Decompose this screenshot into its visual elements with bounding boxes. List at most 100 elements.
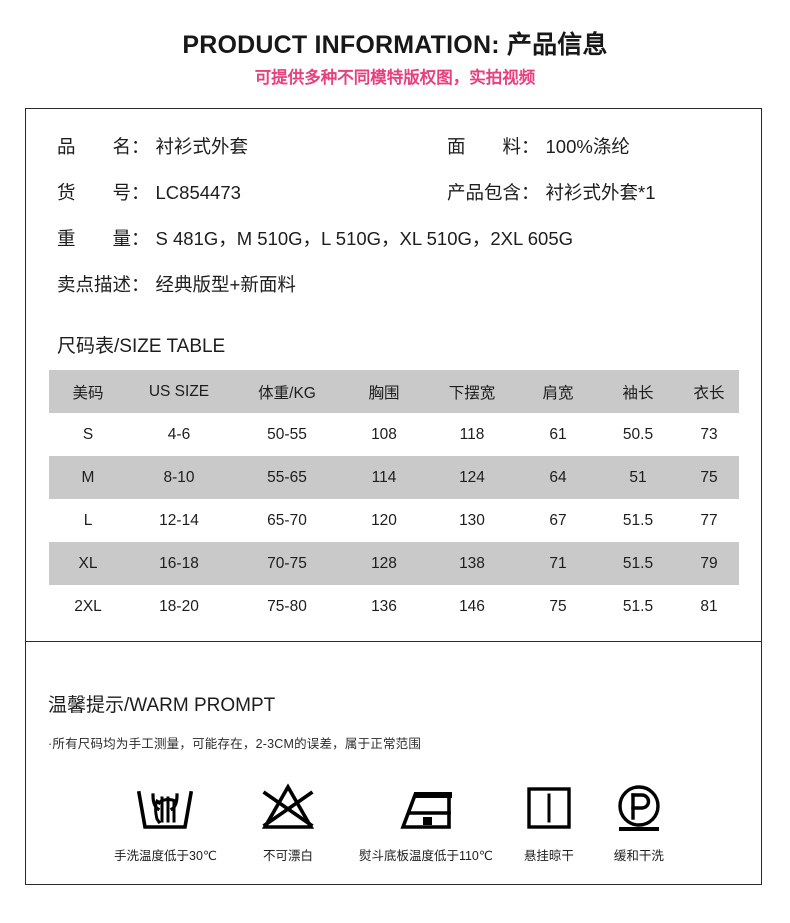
table-cell: S [82,425,94,443]
table-cell: M [81,468,95,486]
gentle-dry-clean-icon [611,780,667,836]
table-cell: 79 [700,554,718,572]
care-label: 熨斗底板温度低于110℃ [358,849,493,863]
table-cell: 81 [700,597,718,615]
info-cell-package-contents: 产品包含： 衬衫式外套*1 [447,179,656,205]
table-cell: 67 [549,511,567,529]
info-cell-weight: 重 量： S 481G，M 510G，L 510G，XL 510G，2XL 60… [57,225,573,251]
table-cell: 146 [459,597,485,615]
table-row: L 12-14 65-70 120 130 67 51.5 77 [49,499,739,542]
info-label: 品 名： [57,136,150,157]
table-cell: 70-75 [267,554,307,572]
product-info-block: 品 名： 衬衫式外套 面 料： 100%涤纶 货 号： LC854473 产品包… [26,109,761,317]
table-cell: 55-65 [267,468,307,486]
table-cell: 51.5 [622,511,654,529]
page-subtitle: 可提供多种不同模特版权图，实拍视频 [254,69,536,87]
table-cell: 16-18 [159,554,199,572]
table-cell: 65-70 [267,511,307,529]
info-row: 货 号： LC854473 产品包含： 衬衫式外套*1 [26,179,761,225]
table-cell: 2XL [74,597,102,615]
table-cell: 136 [371,597,397,615]
info-label: 重 量： [57,228,150,249]
info-label: 卖点描述： [57,274,150,295]
table-cell: L [83,511,93,529]
table-cell: 12-14 [159,511,199,529]
table-cell: 128 [371,554,397,572]
table-cell: 120 [371,511,397,529]
size-table-head: 美码 US SIZE 体重/KG 胸围 下摆宽 肩宽 袖长 衣长 [49,370,739,413]
table-cell: 64 [549,468,567,486]
table-cell: 124 [459,468,485,486]
care-label: 手洗温度低于30℃ [114,849,217,863]
care-label: 悬挂晾干 [523,849,574,863]
info-value: 衬衫式外套 [155,136,249,157]
size-table-heading: 尺码表/SIZE TABLE [57,336,226,357]
table-cell: 18-20 [159,597,199,615]
care-item-do-not-bleach: 不可漂白 [259,780,317,864]
info-value: 经典版型+新面料 [155,274,296,295]
table-row: S 4-6 50-55 108 118 61 50.5 73 [49,413,739,456]
column-header-bust: 胸围 [368,384,400,402]
page-header: PRODUCT INFORMATION: 产品信息 可提供多种不同模特版权图，实… [0,0,790,89]
info-row: 品 名： 衬衫式外套 面 料： 100%涤纶 [26,133,761,179]
care-label: 缓和干洗 [613,849,664,863]
product-detail-panel: 品 名： 衬衫式外套 面 料： 100%涤纶 货 号： LC854473 产品包… [25,108,762,885]
info-label: 货 号： [57,182,150,203]
care-item-hand-wash: 手洗温度低于30℃ [114,780,217,864]
column-header-sleeve-length: 袖长 [622,384,654,402]
line-dry-icon [523,780,575,836]
table-cell: 8-10 [163,468,195,486]
table-cell: 114 [371,468,397,486]
table-cell: 50.5 [622,425,654,443]
warm-prompt-title: 温馨提示/WARM PROMPT [48,695,276,716]
table-cell: 51.5 [622,554,654,572]
column-header-us-size: US SIZE [148,382,210,400]
care-item-iron-low-temp: 熨斗底板温度低于110℃ [359,780,493,864]
info-cell-item-number: 货 号： LC854473 [57,179,447,205]
table-cell: 138 [459,554,485,572]
info-label: 面 料： [447,136,540,157]
table-cell: 71 [549,554,567,572]
info-cell-material: 面 料： 100%涤纶 [447,133,630,159]
info-cell-name: 品 名： 衬衫式外套 [57,133,447,159]
table-cell: 118 [459,425,485,443]
warm-prompt-note: ·所有尺码均为手工测量，可能存在，2-3CM的误差，属于正常范围 [48,737,422,751]
size-table-body: S 4-6 50-55 108 118 61 50.5 73 M 8-10 55… [49,413,739,628]
page-title: PRODUCT INFORMATION: 产品信息 [182,31,608,59]
table-cell: 77 [700,511,718,529]
care-item-line-dry: 悬挂晾干 [523,780,575,864]
info-row: 卖点描述： 经典版型+新面料 [26,271,761,317]
table-cell: 51.5 [622,597,654,615]
section-divider [26,641,761,642]
info-cell-selling-point: 卖点描述： 经典版型+新面料 [57,271,296,297]
table-cell: XL [78,554,98,572]
table-cell: 50-55 [267,425,307,443]
table-cell: 108 [371,425,397,443]
column-header-garment-length: 衣长 [693,384,725,402]
table-row: XL 16-18 70-75 128 138 71 51.5 79 [49,542,739,585]
column-header-weight: 体重/KG [258,384,316,402]
size-table: 美码 US SIZE 体重/KG 胸围 下摆宽 肩宽 袖长 衣长 S 4-6 5… [49,370,739,628]
info-value: LC854473 [155,182,241,203]
care-item-gentle-dry-clean: 缓和干洗 [611,780,667,864]
info-label: 产品包含： [447,182,540,203]
table-cell: 73 [700,425,718,443]
care-instruction-row: 手洗温度低于30℃ 不可漂白 [26,752,761,864]
table-cell: 4-6 [167,425,191,443]
table-cell: 51 [629,468,647,486]
table-cell: 61 [549,425,567,443]
column-header-us-size-cn: 美码 [72,384,104,402]
column-header-hem-width: 下摆宽 [448,384,496,402]
table-row: 2XL 18-20 75-80 136 146 75 51.5 81 [49,585,739,628]
iron-low-temp-icon [395,780,457,836]
hand-wash-icon [133,780,197,836]
table-header-row: 美码 US SIZE 体重/KG 胸围 下摆宽 肩宽 袖长 衣长 [49,370,739,413]
table-cell: 75 [700,468,718,486]
info-value: S 481G，M 510G，L 510G，XL 510G，2XL 605G [155,228,574,249]
column-header-shoulder: 肩宽 [542,384,574,402]
table-row: M 8-10 55-65 114 124 64 51 75 [49,456,739,499]
do-not-bleach-icon [259,780,317,836]
table-cell: 130 [459,511,485,529]
warm-prompt-block: 温馨提示/WARM PROMPT ·所有尺码均为手工测量，可能存在，2-3CM的… [26,642,761,864]
info-row: 重 量： S 481G，M 510G，L 510G，XL 510G，2XL 60… [26,225,761,271]
